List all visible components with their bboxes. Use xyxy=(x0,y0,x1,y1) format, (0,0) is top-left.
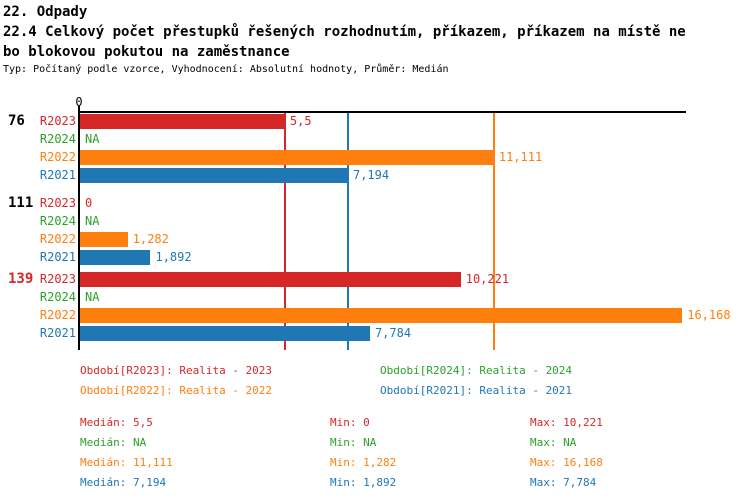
median-line-R2022 xyxy=(493,113,495,350)
section-title: 22. Odpady xyxy=(3,4,88,20)
stat-max-R2022: Max: 16,168 xyxy=(530,456,603,469)
group-label-139: 139 xyxy=(8,271,34,287)
bar-R2023-g2 xyxy=(80,272,461,287)
bar-value-label-R2021-g2: 7,784 xyxy=(374,326,412,340)
stat-min-R2021: Min: 1,892 xyxy=(330,476,397,489)
bar-R2021-g2 xyxy=(80,326,370,341)
stat-max-R2021: Max: 7,784 xyxy=(530,476,597,489)
y-axis-line xyxy=(78,111,80,350)
median-line-R2021 xyxy=(347,113,349,350)
bar-R2022-g1 xyxy=(80,232,128,247)
bar-R2021-g0 xyxy=(80,168,348,183)
legend-item-R2023: Období[R2023]: Realita - 2023 xyxy=(80,364,273,377)
bar-value-label-R2023-g1: 0 xyxy=(85,196,93,210)
legend-item-R2024: Období[R2024]: Realita - 2024 xyxy=(380,364,573,377)
indicator-meta: Typ: Počítaný podle vzorce, Vyhodnocení:… xyxy=(3,64,449,75)
bar-value-label-R2023-g2: 10,221 xyxy=(465,272,510,286)
stat-min-R2024: Min: NA xyxy=(330,436,377,449)
bar-R2022-g0 xyxy=(80,150,494,165)
median-line-R2023 xyxy=(284,113,286,350)
x-axis-line xyxy=(78,111,686,113)
bar-value-label-R2024-g1: NA xyxy=(85,214,100,228)
bar-value-label-R2021-g1: 1,892 xyxy=(155,250,192,264)
row-label-R2021-g0: R2021 xyxy=(39,168,76,182)
bar-R2021-g1 xyxy=(80,250,151,265)
group-label-76: 76 xyxy=(8,113,25,129)
stat-min-R2023: Min: 0 xyxy=(330,416,370,429)
bar-R2023-g0 xyxy=(80,114,285,129)
row-label-R2024-g2: R2024 xyxy=(39,290,76,304)
bar-value-label-R2024-g0: NA xyxy=(85,132,100,146)
bar-value-label-R2022-g2: 16,168 xyxy=(687,308,731,322)
row-label-R2021-g1: R2021 xyxy=(39,250,76,264)
stat-median-R2023: Medián: 5,5 xyxy=(80,416,153,429)
row-label-R2021-g2: R2021 xyxy=(39,326,76,340)
row-label-R2023-g1: R2023 xyxy=(39,196,76,210)
zero-tick xyxy=(78,106,80,111)
stat-median-R2024: Medián: NA xyxy=(80,436,147,449)
row-label-R2023-g0: R2023 xyxy=(39,114,76,128)
row-label-R2023-g2: R2023 xyxy=(39,272,76,286)
bar-R2022-g2 xyxy=(80,308,683,323)
bar-value-label-R2024-g2: NA xyxy=(85,290,100,304)
legend-item-R2022: Období[R2022]: Realita - 2022 xyxy=(80,384,273,397)
bar-value-label-R2022-g1: 1,282 xyxy=(132,232,169,246)
stat-max-R2024: Max: NA xyxy=(530,436,577,449)
row-label-R2024-g0: R2024 xyxy=(39,132,76,146)
bar-value-label-R2021-g0: 7,194 xyxy=(352,168,390,182)
row-label-R2022-g0: R2022 xyxy=(39,150,76,164)
legend-item-R2021: Období[R2021]: Realita - 2021 xyxy=(380,384,573,397)
row-label-R2024-g1: R2024 xyxy=(39,214,76,228)
row-label-R2022-g2: R2022 xyxy=(39,308,76,322)
bar-value-label-R2022-g0: 11,111 xyxy=(498,150,543,164)
stat-median-R2022: Medián: 11,111 xyxy=(80,456,173,469)
zero-tick-label: 0 xyxy=(75,95,83,109)
stat-max-R2023: Max: 10,221 xyxy=(530,416,603,429)
stat-min-R2022: Min: 1,282 xyxy=(330,456,397,469)
stat-median-R2021: Medián: 7,194 xyxy=(80,476,167,489)
indicator-title-line2: bo blokovou pokutou na zaměstnance xyxy=(3,44,290,60)
bar-value-label-R2023-g0: 5,5 xyxy=(289,114,312,128)
indicator-title-line1: 22.4 Celkový počet přestupků řešených ro… xyxy=(3,24,686,40)
row-label-R2022-g1: R2022 xyxy=(39,232,76,246)
group-label-111: 111 xyxy=(8,195,34,211)
